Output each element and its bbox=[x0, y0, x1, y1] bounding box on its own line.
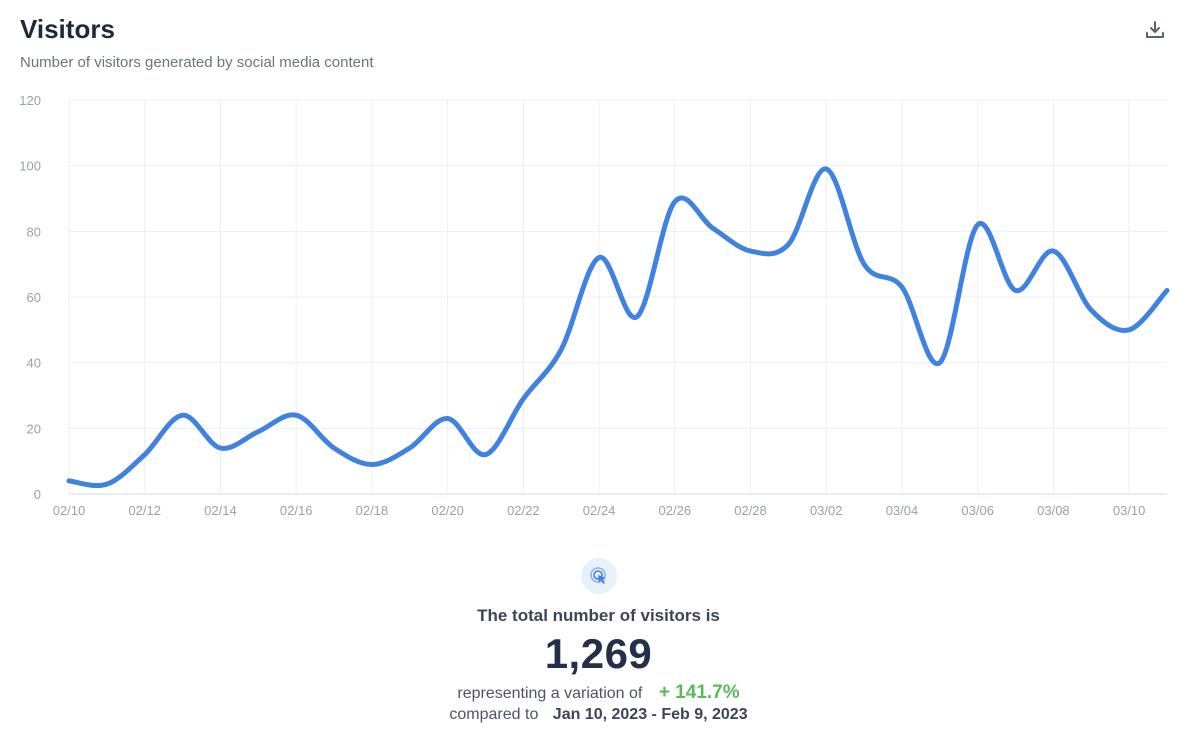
x-tick-label: 03/06 bbox=[961, 503, 994, 518]
x-tick-label: 02/24 bbox=[583, 503, 616, 518]
series-line bbox=[66, 166, 1170, 489]
y-tick-label: 120 bbox=[19, 93, 41, 108]
compare-range: Jan 10, 2023 - Feb 9, 2023 bbox=[552, 706, 748, 723]
x-tick-label: 03/08 bbox=[1037, 503, 1070, 518]
total-visitors-value: 1,269 bbox=[544, 630, 653, 677]
cursor-click-icon bbox=[589, 567, 606, 584]
y-tick-label: 60 bbox=[27, 290, 41, 305]
x-tick-label: 02/10 bbox=[53, 503, 86, 518]
variation-value: + 141.7% bbox=[658, 682, 740, 703]
x-tick-label: 02/26 bbox=[659, 503, 692, 518]
x-tick-label: 02/28 bbox=[734, 503, 767, 518]
chart-title: Visitors bbox=[20, 14, 115, 44]
x-tick-label: 03/02 bbox=[810, 503, 843, 518]
variation-label: representing a variation of bbox=[457, 685, 643, 702]
chart-subtitle: Number of visitors generated by social m… bbox=[20, 54, 374, 71]
total-lead-text: The total number of visitors is bbox=[477, 606, 720, 625]
x-tick-label: 02/16 bbox=[280, 503, 313, 518]
y-tick-label: 80 bbox=[27, 224, 41, 239]
y-tick-label: 40 bbox=[27, 356, 41, 371]
variation-line: representing a variation of + 141.7% bbox=[0, 682, 1197, 704]
compare-label: compared to bbox=[449, 706, 539, 723]
x-tick-label: 03/04 bbox=[886, 503, 919, 518]
y-tick-label: 100 bbox=[19, 159, 41, 174]
x-tick-label: 02/22 bbox=[507, 503, 540, 518]
summary-panel: The total number of visitors is 1,269 re… bbox=[0, 558, 1197, 724]
compare-line: compared to Jan 10, 2023 - Feb 9, 2023 bbox=[0, 706, 1197, 724]
x-tick-label: 02/14 bbox=[204, 503, 237, 518]
x-tick-label: 02/12 bbox=[128, 503, 161, 518]
line-chart: 0 20 40 60 80 100 120 02/10 02/12 02/14 02/16 02/18… bbox=[19, 93, 1170, 518]
cursor-click-badge bbox=[580, 558, 617, 594]
x-tick-label: 02/18 bbox=[356, 503, 389, 518]
x-tick-label: 03/10 bbox=[1113, 503, 1146, 518]
x-tick-label: 02/20 bbox=[431, 503, 464, 518]
download-icon bbox=[1146, 21, 1164, 38]
y-tick-label: 20 bbox=[27, 421, 41, 436]
download-button[interactable] bbox=[1141, 16, 1169, 44]
y-tick-label: 0 bbox=[34, 487, 41, 502]
